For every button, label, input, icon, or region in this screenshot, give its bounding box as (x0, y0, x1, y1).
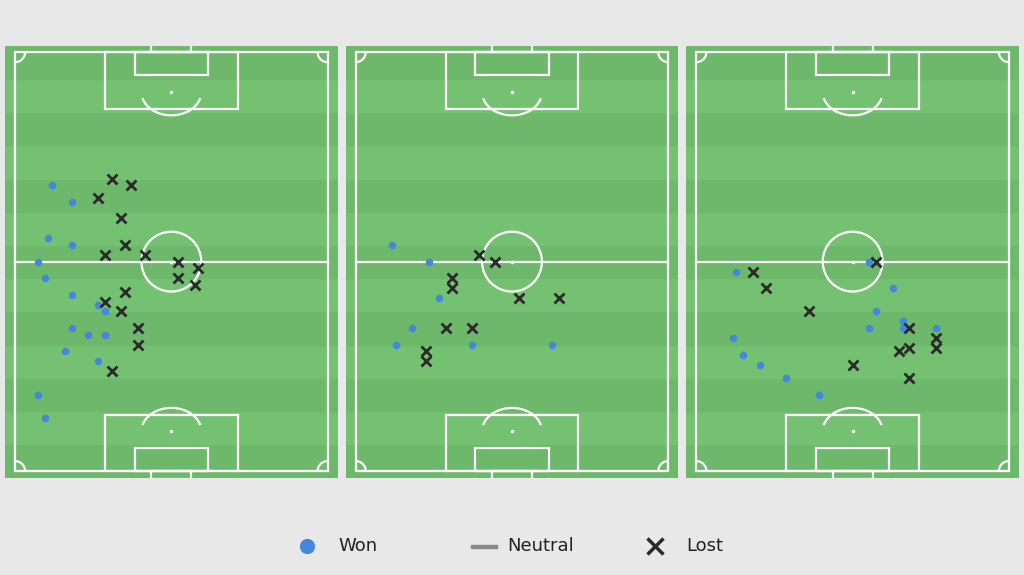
Bar (5, 145, 338, 178)
Bar (816, 52, 889, 75)
Bar (686, 444, 1019, 478)
Bar (5, 278, 338, 312)
Bar (346, 444, 678, 478)
Bar (346, 145, 678, 178)
Bar (104, 52, 238, 109)
Bar (493, 44, 531, 52)
Bar (5, 212, 338, 245)
Bar (471, 545, 497, 548)
Bar (816, 448, 889, 471)
Bar (346, 79, 678, 112)
Bar (5, 312, 338, 345)
Bar (5, 378, 338, 411)
Text: Lost: Lost (686, 537, 723, 555)
Bar (686, 112, 1019, 145)
Bar (346, 378, 678, 411)
Bar (346, 245, 678, 278)
Bar (686, 378, 1019, 411)
Bar (686, 45, 1019, 79)
Bar (5, 444, 338, 478)
Bar (5, 79, 338, 112)
Bar (152, 44, 191, 52)
Bar (686, 312, 1019, 345)
Bar (346, 312, 678, 345)
Bar (686, 245, 1019, 278)
Bar (5, 178, 338, 212)
Bar (686, 345, 1019, 378)
Bar (686, 178, 1019, 212)
Bar (5, 411, 338, 444)
Bar (135, 52, 208, 75)
Bar (5, 345, 338, 378)
Bar (475, 52, 549, 75)
Bar (346, 345, 678, 378)
Bar (5, 245, 338, 278)
Bar (686, 79, 1019, 112)
Bar (686, 145, 1019, 178)
Text: Neutral: Neutral (507, 537, 573, 555)
Bar (445, 52, 579, 109)
Bar (152, 471, 191, 480)
Bar (5, 112, 338, 145)
Bar (686, 278, 1019, 312)
Bar (5, 45, 338, 79)
Bar (346, 212, 678, 245)
Bar (346, 45, 678, 79)
Bar (346, 112, 678, 145)
Bar (475, 448, 549, 471)
Bar (833, 44, 872, 52)
Bar (686, 411, 1019, 444)
Bar (346, 278, 678, 312)
Bar (104, 415, 238, 471)
Bar (493, 471, 531, 480)
Bar (346, 178, 678, 212)
Bar (786, 415, 920, 471)
Bar (346, 411, 678, 444)
Bar (135, 448, 208, 471)
Bar (686, 212, 1019, 245)
Bar (833, 471, 872, 480)
Bar (786, 52, 920, 109)
Text: Won: Won (338, 537, 377, 555)
Bar (445, 415, 579, 471)
